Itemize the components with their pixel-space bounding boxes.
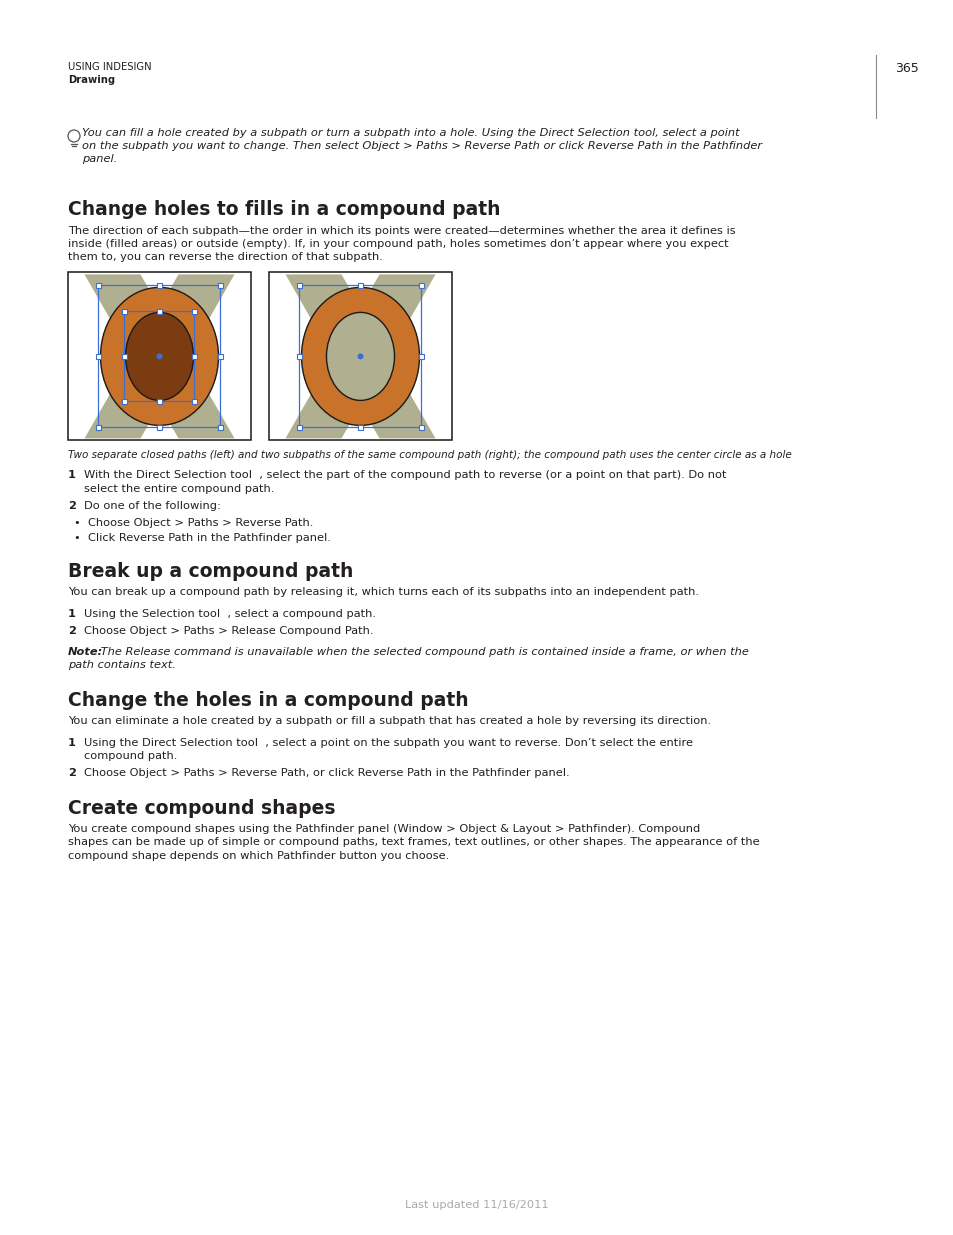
Bar [192, 309, 196, 314]
Bar [122, 309, 127, 314]
Text: The Release command is unavailable when the selected compound path is contained : The Release command is unavailable when … [97, 647, 748, 657]
Text: compound path.: compound path. [84, 751, 177, 761]
Text: 365: 365 [894, 62, 918, 75]
Bar [218, 283, 223, 288]
Text: Note:: Note: [68, 647, 103, 657]
Bar [96, 425, 101, 430]
Bar [269, 273, 452, 441]
Bar [357, 283, 363, 288]
Bar [122, 354, 127, 359]
Bar [122, 399, 127, 404]
Text: Break up a compound path: Break up a compound path [68, 562, 353, 582]
Text: You can eliminate a hole created by a subpath or fill a subpath that has created: You can eliminate a hole created by a su… [68, 716, 710, 726]
Ellipse shape [126, 312, 193, 400]
Text: inside (filled areas) or outside (empty). If, in your compound path, holes somet: inside (filled areas) or outside (empty)… [68, 240, 728, 249]
Bar [418, 425, 423, 430]
Text: Choose Object > Paths > Reverse Path, or click Reverse Path in the Pathfinder pa: Choose Object > Paths > Reverse Path, or… [84, 768, 569, 778]
Bar [98, 285, 220, 427]
Text: You can fill a hole created by a subpath or turn a subpath into a hole. Using th: You can fill a hole created by a subpath… [82, 128, 739, 138]
Text: 1: 1 [68, 737, 76, 747]
Text: on the subpath you want to change. Then select Object > Paths > Reverse Path or : on the subpath you want to change. Then … [82, 141, 761, 151]
Bar [125, 311, 194, 401]
Text: 2: 2 [68, 626, 76, 636]
Text: Do one of the following:: Do one of the following: [84, 501, 221, 511]
Text: You create compound shapes using the Pathfinder panel (Window > Object & Layout : You create compound shapes using the Pat… [68, 824, 700, 834]
Bar [192, 354, 196, 359]
Text: Drawing: Drawing [68, 75, 115, 85]
Text: •  Click Reverse Path in the Pathfinder panel.: • Click Reverse Path in the Pathfinder p… [74, 534, 331, 543]
Bar [157, 399, 162, 404]
Text: Two separate closed paths (left) and two subpaths of the same compound path (rig: Two separate closed paths (left) and two… [68, 451, 791, 461]
Text: Using the Direct Selection tool  , select a point on the subpath you want to rev: Using the Direct Selection tool , select… [84, 737, 692, 747]
Bar [157, 309, 162, 314]
Bar [357, 425, 363, 430]
Text: Change holes to fills in a compound path: Change holes to fills in a compound path [68, 200, 500, 219]
Bar [296, 425, 302, 430]
Text: Last updated 11/16/2011: Last updated 11/16/2011 [405, 1200, 548, 1210]
Polygon shape [285, 274, 435, 438]
Ellipse shape [301, 288, 419, 425]
Text: path contains text.: path contains text. [68, 661, 175, 671]
Text: The direction of each subpath—the order in which its points were created—determi: The direction of each subpath—the order … [68, 226, 735, 236]
Polygon shape [285, 274, 435, 438]
Text: panel.: panel. [82, 154, 117, 164]
Bar [218, 425, 223, 430]
Bar [296, 283, 302, 288]
Text: •  Choose Object > Paths > Reverse Path.: • Choose Object > Paths > Reverse Path. [74, 517, 313, 529]
Polygon shape [85, 274, 234, 438]
Text: USING INDESIGN: USING INDESIGN [68, 62, 152, 72]
Text: 1: 1 [68, 609, 76, 619]
Text: Choose Object > Paths > Release Compound Path.: Choose Object > Paths > Release Compound… [84, 626, 374, 636]
Bar [418, 354, 423, 359]
Text: Using the Selection tool  , select a compound path.: Using the Selection tool , select a comp… [84, 609, 375, 619]
Bar [418, 283, 423, 288]
Text: You can break up a compound path by releasing it, which turns each of its subpat: You can break up a compound path by rele… [68, 588, 699, 598]
Ellipse shape [100, 288, 218, 425]
Text: 1: 1 [68, 471, 76, 480]
Bar [96, 283, 101, 288]
Bar [96, 354, 101, 359]
Text: With the Direct Selection tool  , select the part of the compound path to revers: With the Direct Selection tool , select … [84, 471, 726, 480]
Circle shape [357, 353, 363, 359]
Text: shapes can be made up of simple or compound paths, text frames, text outlines, o: shapes can be made up of simple or compo… [68, 837, 759, 847]
Bar [157, 425, 162, 430]
Bar [192, 399, 196, 404]
Text: Create compound shapes: Create compound shapes [68, 799, 335, 819]
Bar [299, 285, 421, 427]
Text: Change the holes in a compound path: Change the holes in a compound path [68, 692, 468, 710]
Bar [68, 273, 251, 441]
Bar [296, 354, 302, 359]
Circle shape [156, 353, 162, 359]
Polygon shape [85, 274, 234, 438]
Bar [218, 354, 223, 359]
Bar [157, 283, 162, 288]
Text: them to, you can reverse the direction of that subpath.: them to, you can reverse the direction o… [68, 252, 382, 262]
Ellipse shape [326, 312, 395, 400]
Text: select the entire compound path.: select the entire compound path. [84, 484, 274, 494]
Text: 2: 2 [68, 768, 76, 778]
Text: compound shape depends on which Pathfinder button you choose.: compound shape depends on which Pathfind… [68, 851, 449, 861]
Text: 2: 2 [68, 501, 76, 511]
